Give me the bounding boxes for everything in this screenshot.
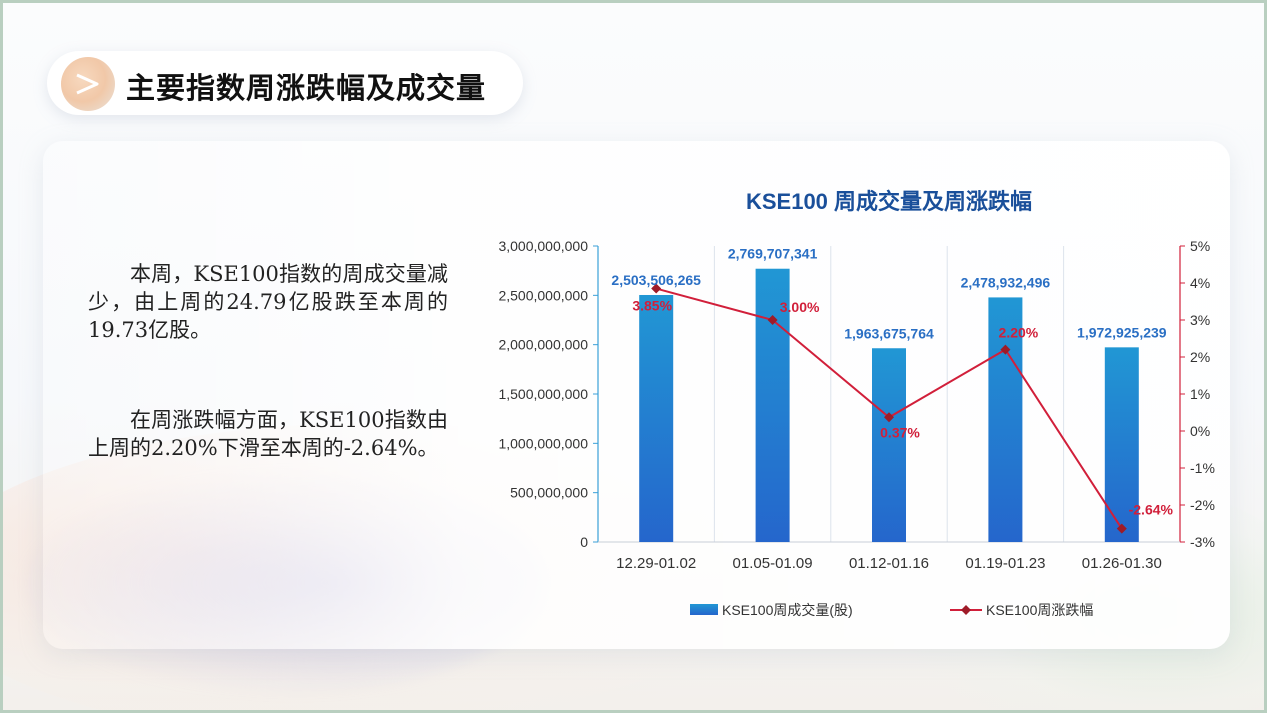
summary-paragraph-change: 在周涨跌幅方面，KSE100指数由上周的2.20%下滑至本周的-2.64%。: [88, 408, 448, 460]
volume-bar: [988, 297, 1023, 542]
change-data-label: 3.85%: [632, 298, 672, 314]
left-tick-label: 500,000,000: [510, 485, 588, 501]
change-marker: [767, 315, 778, 325]
volume-data-label: 2,503,506,265: [611, 272, 701, 288]
right-tick-label: -1%: [1190, 460, 1215, 476]
chevron-right-icon: [61, 57, 115, 111]
content-card: [43, 141, 1230, 649]
page-title: 主要指数周涨跌幅及成交量: [126, 71, 487, 105]
volume-bar: [755, 268, 790, 542]
right-tick-label: 3%: [1190, 312, 1210, 328]
left-tick-label: 2,500,000,000: [498, 287, 588, 303]
chevron-right-icon-glyph: [76, 73, 99, 95]
volume-data-label: 1,963,675,764: [844, 325, 934, 341]
x-tick-label: 01.19-01.23: [965, 555, 1045, 572]
left-tick-label: 2,000,000,000: [498, 337, 588, 353]
change-data-label: 2.20%: [999, 325, 1039, 341]
legend-swatch-volume: [690, 604, 718, 615]
volume-bar: [639, 294, 674, 542]
legend-label-volume: KSE100周成交量(股): [722, 602, 853, 618]
right-tick-label: 1%: [1190, 386, 1210, 402]
right-tick-label: 4%: [1190, 275, 1210, 291]
right-tick-label: -2%: [1190, 497, 1215, 513]
x-tick-label: 01.12-01.16: [849, 555, 929, 572]
combo-chart: KSE100 周成交量及周涨跌幅 0 500,000,000 1,000,000,00…: [498, 189, 1215, 618]
right-tick-label: 0%: [1190, 423, 1210, 439]
volume-data-label: 2,478,932,496: [961, 274, 1051, 290]
left-tick-label: 0: [580, 534, 588, 550]
x-tick-label: 01.05-01.09: [733, 555, 813, 572]
change-marker: [884, 412, 894, 423]
chart-title: KSE100 周成交量及周涨跌幅: [746, 189, 1032, 214]
volume-data-label: 2,769,707,341: [728, 246, 818, 262]
right-tick-label: 2%: [1190, 349, 1210, 365]
legend-marker-change: [961, 605, 971, 615]
x-tick-label: 12.29-01.02: [616, 555, 696, 572]
change-data-label: 3.00%: [780, 299, 820, 315]
title-pill: [47, 51, 523, 115]
right-tick-label: -3%: [1190, 534, 1215, 550]
change-marker: [651, 283, 662, 294]
change-marker: [1116, 523, 1127, 534]
change-data-label: 0.37%: [880, 424, 920, 440]
left-tick-label: 3,000,000,000: [498, 238, 588, 254]
right-tick-label: 5%: [1190, 238, 1210, 254]
summary-paragraph-volume: 本周，KSE100指数的周成交量减少，由上周的24.79亿股跌至本周的19.73…: [88, 262, 448, 342]
change-marker: [1000, 344, 1011, 355]
x-tick-label: 01.26-01.30: [1082, 555, 1162, 572]
volume-data-label: 1,972,925,239: [1077, 324, 1167, 340]
left-tick-label: 1,500,000,000: [498, 386, 588, 402]
volume-bar: [872, 348, 906, 542]
legend-label-change: KSE100周涨跌幅: [986, 602, 1093, 618]
left-tick-label: 1,000,000,000: [498, 435, 588, 451]
change-data-label: -2.64%: [1129, 502, 1174, 518]
